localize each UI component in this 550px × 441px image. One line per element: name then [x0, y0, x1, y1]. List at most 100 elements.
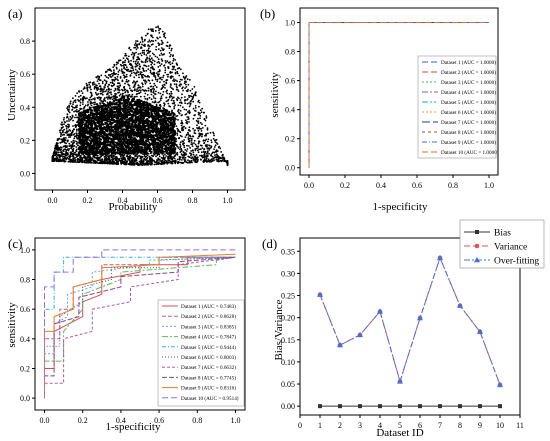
scatter-point — [81, 92, 84, 94]
scatter-point — [113, 97, 115, 100]
scatter-point — [176, 86, 178, 89]
scatter-point — [99, 79, 102, 82]
scatter-point — [170, 95, 173, 98]
scatter-point — [121, 70, 124, 73]
scatter-point — [161, 93, 164, 96]
scatter-point — [158, 62, 161, 64]
scatter-point — [129, 163, 132, 166]
scatter-point — [155, 160, 158, 163]
scatter-point — [155, 46, 158, 48]
scatter-point — [150, 98, 153, 101]
scatter-point — [201, 107, 204, 110]
scatter-point — [199, 112, 201, 115]
scatter-point — [87, 155, 90, 158]
scatter-point — [202, 111, 205, 114]
scatter-point — [95, 76, 98, 78]
scatter-point — [86, 97, 88, 100]
scatter-point — [89, 160, 92, 162]
scatter-point — [134, 42, 137, 44]
scatter-point — [201, 127, 204, 129]
scatter-point — [172, 59, 175, 62]
scatter-point — [163, 103, 166, 106]
scatter-point — [108, 89, 110, 91]
scatter-point — [99, 90, 102, 93]
scatter-point — [168, 155, 171, 158]
scatter-point — [164, 69, 167, 72]
scatter-point — [176, 115, 179, 117]
scatter-point — [137, 73, 140, 76]
scatter-point — [57, 142, 59, 145]
scatter-point — [182, 151, 185, 154]
scatter-point — [149, 50, 152, 53]
scatter-point — [62, 156, 64, 158]
scatter-point — [126, 154, 129, 157]
scatter-point — [191, 161, 193, 164]
scatter-point — [53, 150, 56, 153]
scatter-point — [74, 116, 76, 119]
scatter-point — [131, 93, 134, 96]
scatter-point — [103, 159, 106, 162]
scatter-point — [68, 123, 70, 126]
scatter-point — [116, 87, 119, 90]
scatter-point — [193, 114, 196, 117]
scatter-point — [75, 143, 78, 145]
scatter-point — [157, 66, 160, 68]
scatter-point — [163, 34, 166, 36]
scatter-point — [179, 101, 181, 104]
scatter-point — [65, 132, 68, 134]
scatter-point — [103, 90, 105, 93]
scatter-point — [185, 119, 187, 122]
scatter-point — [170, 47, 173, 50]
scatter-point — [88, 99, 91, 101]
scatter-point — [150, 105, 153, 108]
scatter-point — [199, 114, 202, 117]
scatter-point — [143, 95, 146, 98]
scatter-point — [122, 162, 125, 165]
scatter-point — [63, 160, 66, 162]
scatter-point — [157, 75, 160, 77]
scatter-point — [197, 111, 200, 114]
scatter-point — [174, 59, 177, 61]
scatter-point — [139, 65, 142, 68]
scatter-point — [76, 137, 79, 140]
scatter-point — [125, 94, 127, 97]
scatter-point — [78, 100, 81, 102]
scatter-point — [71, 160, 73, 163]
scatter-point — [118, 59, 120, 62]
scatter-point — [199, 133, 202, 136]
scatter-point — [174, 79, 177, 81]
scatter-point — [132, 57, 135, 60]
scatter-point — [199, 121, 202, 124]
scatter-point — [95, 103, 97, 105]
scatter-point — [154, 93, 157, 96]
scatter-point — [90, 159, 93, 161]
scatter-point — [207, 138, 210, 141]
scatter-point — [193, 132, 196, 134]
scatter-point — [149, 82, 152, 85]
scatter-point — [142, 73, 145, 76]
scatter-point — [164, 60, 167, 62]
scatter-point — [124, 88, 127, 91]
scatter-point — [115, 63, 118, 66]
scatter-point — [153, 75, 155, 77]
scatter-point — [160, 58, 163, 61]
scatter-point — [133, 84, 136, 87]
scatter-point — [141, 38, 144, 41]
scatter-point — [215, 138, 218, 141]
scatter-point — [208, 152, 210, 155]
scatter-point — [126, 68, 128, 71]
scatter-point — [112, 78, 115, 81]
scatter-point — [214, 156, 217, 158]
scatter-point — [168, 45, 171, 47]
scatter-point — [89, 102, 92, 105]
scatter-point — [61, 121, 63, 124]
scatter-point — [181, 79, 183, 81]
scatter-point — [57, 151, 60, 154]
scatter-point — [203, 160, 206, 163]
scatter-point — [140, 47, 142, 49]
scatter-point — [138, 76, 140, 79]
scatter-point — [126, 57, 128, 60]
scatter-point — [150, 57, 153, 60]
scatter-point — [185, 81, 187, 83]
scatter-point — [68, 120, 70, 122]
